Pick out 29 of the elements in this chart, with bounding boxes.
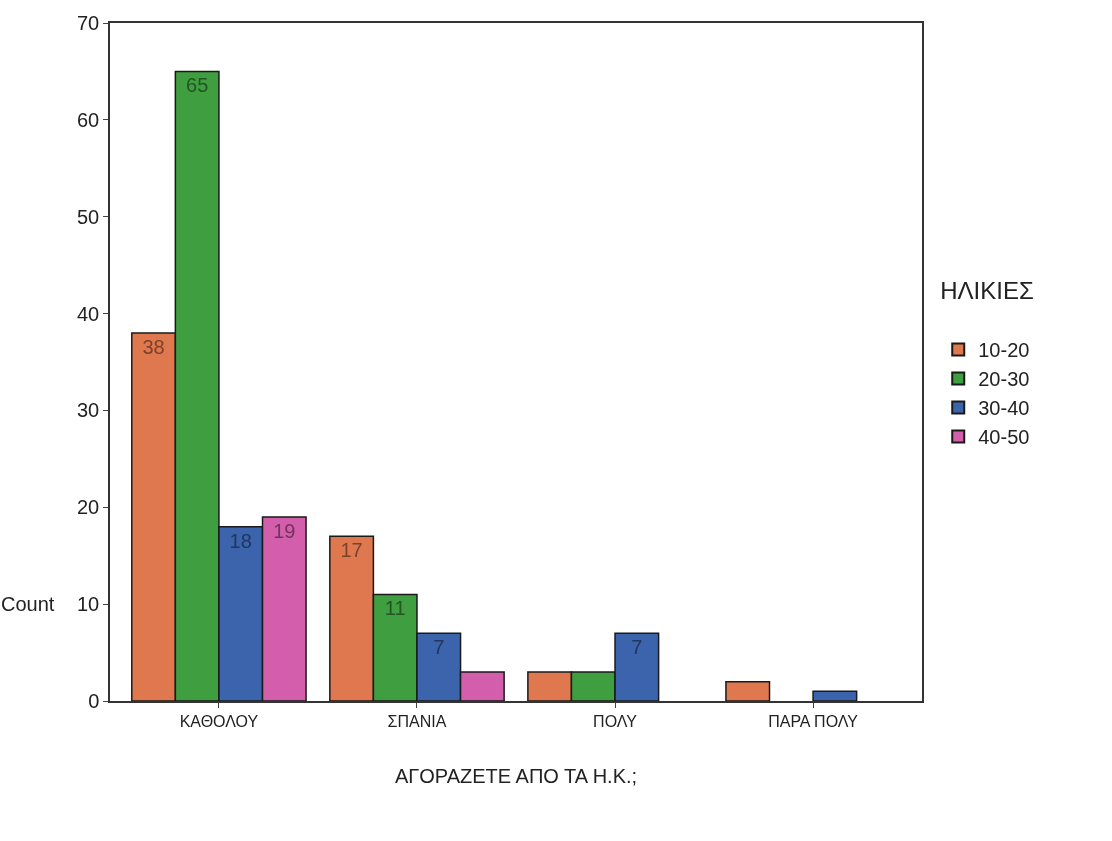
- y-tick-label: 70: [77, 12, 100, 34]
- y-tick-label: 20: [77, 496, 100, 519]
- data-label: 38: [142, 335, 165, 358]
- data-label: 19: [273, 519, 296, 542]
- data-label: 17: [340, 539, 363, 562]
- legend-label: 20-30: [978, 368, 1030, 391]
- y-tick-label: 50: [77, 205, 100, 228]
- x-axis-title: ΑΓΟΡΑΖΕΤΕ ΑΠΟ ΤΑ Η.Κ.;: [394, 764, 638, 787]
- legend-label: 40-50: [978, 426, 1030, 449]
- legend-label: 30-40: [978, 397, 1030, 420]
- y-axis-title: Count: [1, 593, 55, 615]
- data-label: 7: [631, 636, 643, 659]
- y-tick-label: 10: [77, 593, 100, 616]
- bar: [725, 680, 771, 701]
- y-tick-label: 40: [77, 302, 100, 325]
- x-tick-label: ΠΑΡΑ ΠΟΛΥ: [768, 712, 859, 730]
- x-tick-label: ΣΠΑΝΙΑ: [387, 712, 447, 730]
- x-tick-label: ΠΟΛΥ: [593, 712, 638, 730]
- data-label: 11: [384, 597, 406, 620]
- y-tick-label: 0: [88, 690, 100, 712]
- y-tick-label: 60: [77, 108, 100, 131]
- data-label: 65: [186, 74, 209, 97]
- legend-title: ΗΛΙΚΙΕΣ: [940, 276, 1034, 304]
- y-tick-label: 30: [77, 399, 100, 422]
- data-label: 7: [433, 636, 445, 659]
- x-tick-label: ΚΑΘΟΛΟΥ: [179, 712, 259, 730]
- legend-label: 10-20: [978, 339, 1030, 362]
- data-label: 18: [229, 529, 252, 552]
- bar: [812, 690, 858, 701]
